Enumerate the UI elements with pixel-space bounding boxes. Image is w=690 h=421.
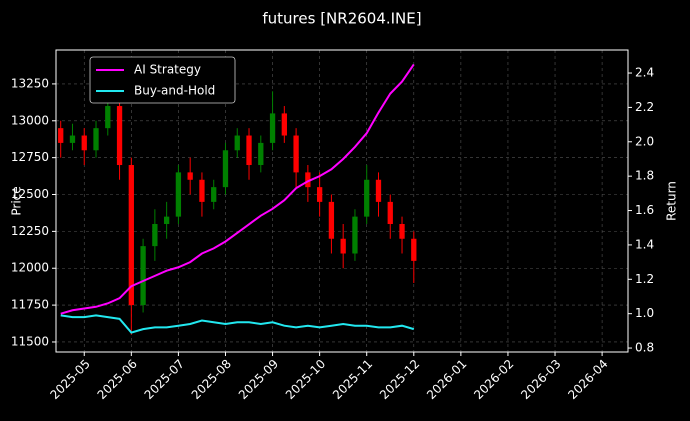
candle-body (234, 135, 240, 151)
candle-body (152, 224, 158, 247)
candle-body (411, 238, 417, 261)
y2-tick-label: 2.4 (635, 66, 654, 80)
candle-body (69, 135, 76, 143)
candle-body (211, 187, 217, 202)
y-axis-label: Price (10, 186, 24, 215)
candle-body (375, 179, 382, 202)
chart-title: futures [NR2604.INE] (262, 10, 421, 28)
y2-axis-label: Return (665, 181, 679, 221)
candle-body (187, 172, 193, 180)
plot-frame (55, 49, 629, 353)
legend-label: Buy-and-Hold (134, 84, 215, 98)
y-tick-label: 11750 (11, 298, 49, 312)
legend-label: AI Strategy (134, 63, 201, 77)
candle-body (93, 128, 99, 151)
candle-body (328, 201, 335, 239)
y2-tick-label: 1.0 (635, 306, 654, 320)
y-tick-label: 11500 (11, 334, 49, 348)
candle-body (140, 246, 146, 306)
candle-body (128, 165, 134, 306)
y2-tick-label: 0.8 (635, 341, 654, 355)
y-tick-label: 13000 (11, 113, 49, 127)
candle-body (269, 113, 276, 143)
y-tick-label: 12000 (11, 261, 49, 275)
candle-body (246, 135, 252, 166)
candle-body (222, 150, 229, 188)
candle-body (340, 238, 346, 254)
y2-tick-label: 1.8 (635, 169, 654, 183)
candle-body (364, 179, 370, 217)
candle-body (305, 172, 311, 188)
candle-body (81, 135, 87, 151)
candle-body (293, 135, 299, 173)
candle-body (175, 172, 182, 217)
candle-body (105, 106, 111, 129)
legend: AI Strategy Buy-and-Hold (89, 56, 236, 104)
y-tick-label: 12250 (11, 224, 49, 238)
y2-tick-label: 1.4 (635, 237, 654, 251)
y2-tick-label: 1.6 (635, 203, 654, 217)
candle-body (399, 224, 405, 239)
line-series (60, 314, 415, 334)
y2-tick-label: 2.2 (635, 100, 654, 114)
y-tick-label: 13250 (11, 76, 49, 90)
candle-body (163, 216, 170, 225)
y2-tick-label: 2.0 (635, 134, 654, 148)
candle-body (281, 113, 287, 136)
candle-body (199, 179, 205, 202)
candle-body (258, 142, 264, 166)
y-tick-label: 12750 (11, 150, 49, 164)
candle-body (116, 106, 123, 166)
y2-tick-label: 1.2 (635, 272, 654, 286)
legend-box (89, 56, 236, 104)
candle-body (316, 187, 323, 202)
line-series (60, 63, 415, 315)
candle-body (387, 201, 393, 225)
candle-body (58, 128, 64, 143)
candle-body (352, 216, 358, 254)
y-tick-label: 12500 (11, 187, 49, 201)
